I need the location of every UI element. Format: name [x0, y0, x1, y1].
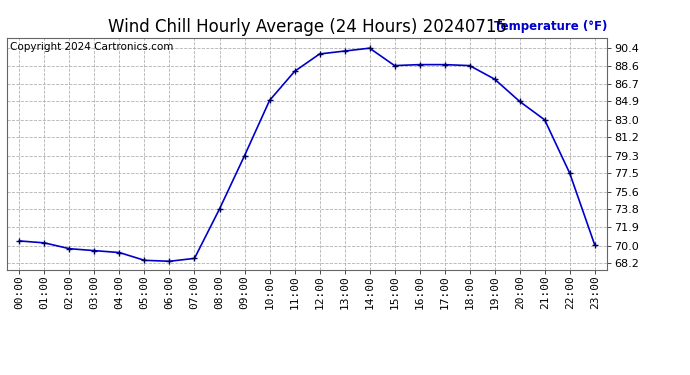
Text: Temperature (°F): Temperature (°F) — [494, 20, 607, 33]
Text: Copyright 2024 Cartronics.com: Copyright 2024 Cartronics.com — [10, 42, 173, 52]
Title: Wind Chill Hourly Average (24 Hours) 20240715: Wind Chill Hourly Average (24 Hours) 202… — [108, 18, 506, 36]
